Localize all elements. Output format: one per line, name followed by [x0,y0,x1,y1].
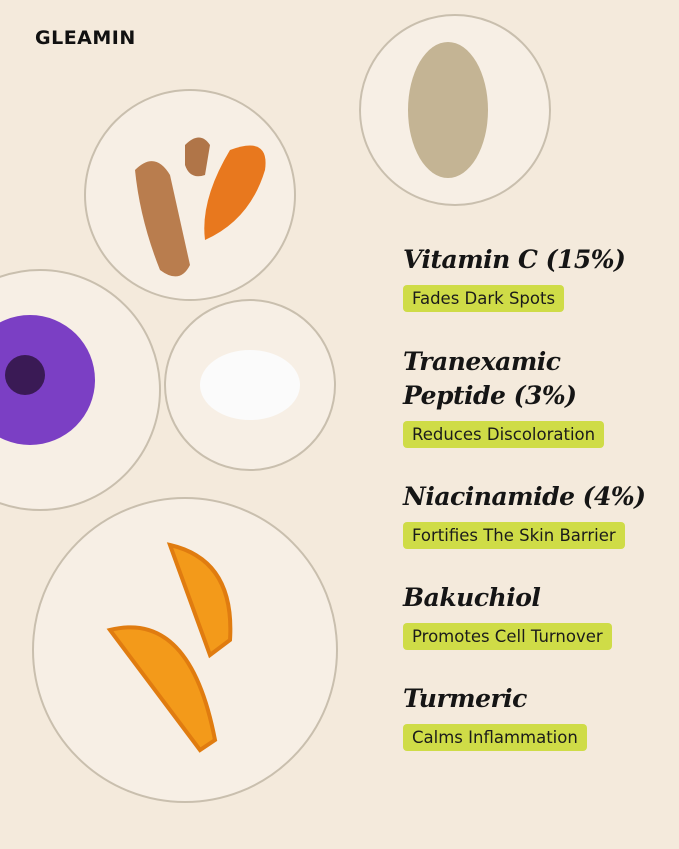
ingredient-bakuchiol: Bakuchiol Promotes Cell Turnover [403,581,612,650]
turmeric-slice [204,145,266,240]
ingredient-name: Turmeric [403,684,527,713]
benefit-badge: Promotes Cell Turnover [403,623,612,650]
orange-slice-1 [166,542,233,659]
turmeric-small [185,137,210,177]
orange-slice-2 [106,625,218,753]
ingredient-turmeric: Turmeric Calms Inflammation [403,682,587,751]
ingredient-vitamin-c: Vitamin C (15%) Fades Dark Spots [403,243,626,312]
ingredient-name: Vitamin C (15%) [403,245,626,274]
ingredient-niacinamide: Niacinamide (4%) Fortifies The Skin Barr… [403,480,646,549]
ingredient-name: Bakuchiol [403,583,541,612]
benefit-badge: Fades Dark Spots [403,285,565,312]
ingredient-name: Tranexamic Peptide (3%) [403,347,577,410]
benefit-badge: Fortifies The Skin Barrier [403,522,625,549]
petri-dish-orange [32,497,338,803]
ingredient-name: Niacinamide (4%) [403,482,646,511]
petri-dish-turmeric [84,89,296,301]
brand-logo: GLEAMIN [35,27,136,49]
turmeric-root [135,161,190,277]
benefit-badge: Reduces Discoloration [403,421,605,448]
clay-powder [408,42,488,178]
benefit-badge: Calms Inflammation [403,724,587,751]
white-powder [200,350,300,420]
purple-flower [0,315,95,445]
ingredient-tranexamic-peptide: Tranexamic Peptide (3%) Reduces Discolor… [403,345,605,448]
